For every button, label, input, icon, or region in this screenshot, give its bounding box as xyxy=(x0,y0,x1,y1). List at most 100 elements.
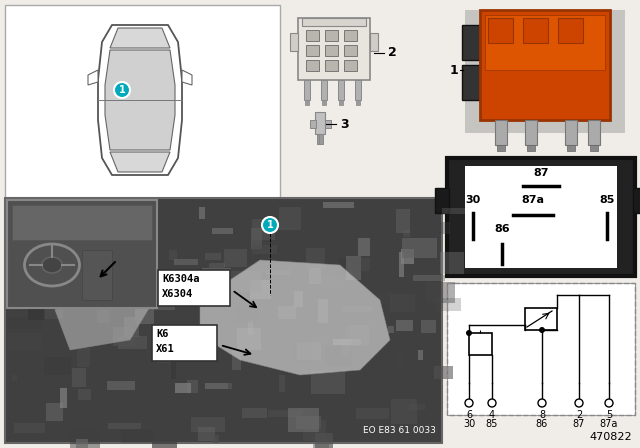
Bar xyxy=(14,423,45,434)
Text: K6: K6 xyxy=(156,329,168,339)
Bar xyxy=(51,230,66,248)
Bar xyxy=(108,422,141,430)
Bar xyxy=(480,10,610,120)
Bar xyxy=(191,417,225,432)
Bar xyxy=(309,268,321,284)
Circle shape xyxy=(488,399,496,407)
Bar xyxy=(8,333,41,350)
Bar xyxy=(198,276,212,300)
Bar xyxy=(198,426,215,441)
Bar xyxy=(228,271,261,292)
Polygon shape xyxy=(105,50,175,150)
Circle shape xyxy=(465,399,473,407)
Bar xyxy=(525,308,557,330)
Bar xyxy=(325,45,338,56)
Bar xyxy=(436,298,461,311)
Bar xyxy=(12,205,152,240)
Bar xyxy=(5,5,280,200)
Circle shape xyxy=(262,217,278,233)
Polygon shape xyxy=(98,25,182,175)
Bar xyxy=(187,380,198,393)
Text: 8: 8 xyxy=(539,410,545,420)
Bar xyxy=(128,287,133,299)
Bar xyxy=(590,145,598,151)
Bar xyxy=(313,442,329,448)
Text: 1: 1 xyxy=(449,64,458,77)
Bar xyxy=(342,306,372,312)
Bar xyxy=(344,30,357,41)
Circle shape xyxy=(575,399,583,407)
Bar xyxy=(224,249,247,267)
Bar xyxy=(305,100,309,105)
Bar xyxy=(325,346,352,366)
Bar xyxy=(107,381,135,390)
Bar xyxy=(212,435,219,443)
Text: 3: 3 xyxy=(340,117,349,130)
Bar xyxy=(410,404,425,410)
Bar xyxy=(388,326,394,333)
Bar xyxy=(153,333,175,349)
Bar xyxy=(296,416,321,429)
Text: 85: 85 xyxy=(599,195,614,205)
Bar xyxy=(280,207,301,230)
Bar xyxy=(28,297,44,320)
Text: 85: 85 xyxy=(486,419,498,429)
Bar xyxy=(317,298,328,323)
Bar xyxy=(61,388,67,408)
Bar xyxy=(302,18,366,26)
Bar xyxy=(43,283,77,298)
Bar xyxy=(7,200,157,308)
Bar xyxy=(390,294,415,312)
Bar xyxy=(421,320,436,332)
Bar xyxy=(251,228,262,249)
Bar xyxy=(113,327,134,346)
Text: X61: X61 xyxy=(156,344,175,354)
Bar xyxy=(323,202,354,208)
Bar xyxy=(317,134,321,144)
Bar xyxy=(166,348,177,356)
Bar xyxy=(168,250,177,260)
Text: 30: 30 xyxy=(463,419,475,429)
Bar xyxy=(120,264,137,273)
Bar xyxy=(143,300,175,310)
Bar xyxy=(319,134,323,144)
Bar xyxy=(325,120,331,128)
Bar xyxy=(294,291,303,307)
Ellipse shape xyxy=(42,257,62,273)
Bar xyxy=(325,60,338,71)
Bar xyxy=(71,296,83,308)
Bar xyxy=(278,306,296,319)
Bar xyxy=(84,277,115,285)
Bar xyxy=(279,375,285,392)
Bar xyxy=(209,263,225,287)
Bar xyxy=(355,80,361,100)
Bar xyxy=(413,275,445,281)
Bar xyxy=(403,229,410,237)
Bar xyxy=(447,158,635,276)
Bar xyxy=(396,209,410,233)
Bar xyxy=(290,33,298,51)
Bar xyxy=(199,207,205,219)
Bar xyxy=(588,120,600,145)
Bar xyxy=(45,304,63,319)
Circle shape xyxy=(605,399,613,407)
Bar xyxy=(303,419,326,441)
Bar xyxy=(378,292,393,304)
Text: K6304a: K6304a xyxy=(162,274,200,284)
Bar xyxy=(175,383,191,393)
Text: 86: 86 xyxy=(494,224,510,234)
Bar xyxy=(228,383,236,405)
Text: 1: 1 xyxy=(267,220,273,230)
Bar xyxy=(12,375,17,381)
Bar xyxy=(298,18,370,80)
Bar xyxy=(370,33,378,51)
Bar xyxy=(118,336,147,349)
Text: 87a: 87a xyxy=(522,195,545,205)
Bar xyxy=(325,30,338,41)
Bar xyxy=(252,245,277,254)
Bar xyxy=(358,238,369,257)
Bar xyxy=(158,270,230,306)
Text: X6304: X6304 xyxy=(162,289,193,299)
Bar xyxy=(497,145,505,151)
Bar xyxy=(442,208,466,214)
